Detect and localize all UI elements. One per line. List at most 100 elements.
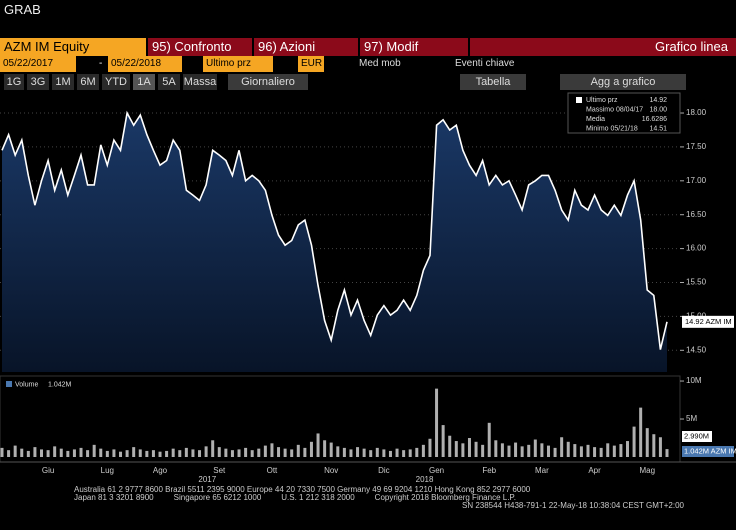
volume-bar xyxy=(520,446,524,457)
period-button[interactable]: 3G xyxy=(27,74,49,90)
volume-bar xyxy=(184,447,188,457)
y-tick-label: 17.00 xyxy=(686,176,707,185)
legend-value: 18.00 xyxy=(649,106,667,113)
volume-bar xyxy=(415,447,419,457)
footer-line: Japan 81 3 3201 8900 Singapore 65 6212 1… xyxy=(74,493,516,502)
last-price-tag: 14.92 AZM IM xyxy=(685,317,732,326)
volume-bar xyxy=(487,422,491,457)
volume-plot-bg xyxy=(0,375,681,463)
volume-bar xyxy=(230,450,234,457)
volume-bar xyxy=(625,441,629,457)
x-tick-label: Dic xyxy=(378,466,390,475)
volume-bar xyxy=(500,443,504,457)
volume-bar xyxy=(342,447,346,457)
year-label: 2018 xyxy=(416,475,434,484)
volume-bar xyxy=(632,426,636,457)
volume-bar xyxy=(112,449,116,457)
date-dash: - xyxy=(99,58,103,69)
volume-bar xyxy=(250,450,254,457)
volume-bar xyxy=(303,447,307,457)
volume-bar xyxy=(270,443,274,457)
add-to-chart-button[interactable]: Agg a grafico xyxy=(560,74,686,90)
volume-bar xyxy=(382,449,386,457)
volume-bar xyxy=(586,444,590,457)
volume-bar xyxy=(217,447,221,457)
events-toggle[interactable]: Eventi chiave xyxy=(455,58,515,69)
volume-bar xyxy=(356,447,360,457)
volume-bar xyxy=(665,449,669,457)
volume-bar xyxy=(309,441,313,457)
volume-bar xyxy=(454,441,458,457)
table-button[interactable]: Tabella xyxy=(460,74,526,90)
period-button[interactable]: Massa xyxy=(183,74,217,90)
security-field[interactable]: AZM IM Equity xyxy=(0,38,146,56)
volume-bar xyxy=(639,407,643,457)
y-tick-label: 10M xyxy=(686,376,702,385)
volume-bar xyxy=(421,444,425,457)
volume-bar xyxy=(435,388,439,457)
price-line xyxy=(1,110,668,350)
volume-bar xyxy=(145,450,149,457)
last-price-tag-bg xyxy=(682,315,734,328)
last-tag: 1.042M AZM IM xyxy=(684,446,736,455)
volume-bar xyxy=(612,445,616,457)
footer-line: SN 238544 H438-791-1 22-May-18 10:38:04 … xyxy=(462,501,684,510)
volume-bar xyxy=(198,450,202,457)
last-tag-bg xyxy=(682,446,734,457)
volume-bar xyxy=(402,450,406,457)
volume-bar xyxy=(244,447,248,457)
volume-bar xyxy=(461,443,465,457)
legend-name: Massimo 08/04/17 xyxy=(586,106,643,113)
field-select[interactable]: Ultimo prz xyxy=(203,56,273,72)
period-button[interactable]: 5A xyxy=(158,74,180,90)
volume-bar xyxy=(20,448,24,457)
volume-bar xyxy=(349,449,353,457)
volume-legend-value: 1.042M xyxy=(48,381,72,388)
footer-line: Australia 61 2 9777 8600 Brazil 5511 239… xyxy=(74,485,531,494)
chart-kind: Grafico linea xyxy=(470,38,736,56)
price-area xyxy=(2,113,667,372)
volume-bar xyxy=(573,444,577,457)
period-button[interactable]: 1M xyxy=(52,74,74,90)
volume-bar xyxy=(395,448,399,457)
period-button[interactable]: 1A xyxy=(133,74,155,90)
avg-tag: 2.990M xyxy=(684,431,709,440)
volume-bar xyxy=(138,449,142,457)
frequency-select[interactable]: Giornaliero xyxy=(228,74,308,90)
volume-bar xyxy=(204,446,208,457)
volume-bar xyxy=(26,450,30,457)
volume-bar xyxy=(171,448,175,457)
period-button[interactable]: 6M xyxy=(77,74,99,90)
volume-bar xyxy=(619,444,623,457)
volume-bar xyxy=(481,444,485,457)
volume-bar xyxy=(362,448,366,457)
volume-bar xyxy=(165,450,169,457)
volume-bar xyxy=(151,450,155,457)
actions-button[interactable]: 96) Azioni xyxy=(254,38,358,56)
edit-button[interactable]: 97) Modif xyxy=(360,38,468,56)
volume-bar xyxy=(658,437,662,457)
x-tick-label: Mag xyxy=(639,466,655,475)
x-tick-label: Feb xyxy=(482,466,496,475)
moving-avg-toggle[interactable]: Med mob xyxy=(359,58,401,69)
volume-bar xyxy=(514,442,518,457)
currency-select[interactable]: EUR xyxy=(298,56,324,72)
x-tick-label: Set xyxy=(213,466,226,475)
x-tick-label: Ago xyxy=(153,466,168,475)
volume-bar xyxy=(7,450,11,457)
start-date[interactable]: 05/22/2017 xyxy=(0,56,76,72)
volume-bar xyxy=(599,447,603,457)
end-date[interactable]: 05/22/2018 xyxy=(108,56,182,72)
period-button[interactable]: 1G xyxy=(4,74,24,90)
compare-button[interactable]: 95) Confronto xyxy=(148,38,252,56)
volume-bar xyxy=(296,444,300,457)
y-tick-label: 16.50 xyxy=(686,210,707,219)
volume-bar xyxy=(593,447,597,457)
x-tick-label: Giu xyxy=(42,466,54,475)
volume-bar xyxy=(533,439,537,457)
period-button[interactable]: YTD xyxy=(102,74,130,90)
volume-legend-name: Volume xyxy=(15,381,38,388)
legend-value: 14.92 xyxy=(649,97,667,104)
volume-bar xyxy=(105,450,109,457)
